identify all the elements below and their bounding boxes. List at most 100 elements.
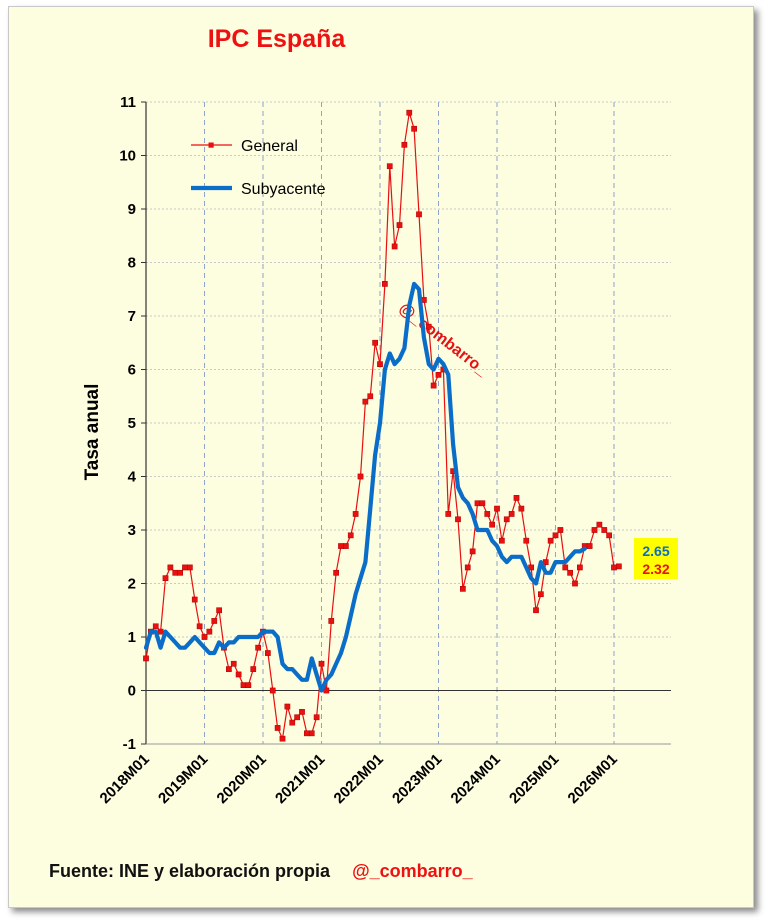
general-point: [411, 125, 417, 132]
general-point: [464, 564, 471, 571]
general-point: [538, 591, 544, 598]
general-point: [289, 719, 296, 726]
general-point: [499, 537, 505, 544]
general-point: [343, 543, 349, 549]
general-point: [235, 671, 242, 678]
general-point: [250, 666, 257, 672]
general-point: [279, 735, 286, 742]
general-point: [152, 623, 159, 630]
general-point: [211, 618, 218, 624]
general-point: [338, 543, 344, 549]
general-point: [318, 660, 325, 667]
general-point: [308, 730, 315, 737]
general-point: [255, 644, 261, 651]
general-point: [367, 393, 374, 400]
x-tick-label: 2021M01: [272, 751, 328, 807]
x-tick-label: 2020M01: [214, 751, 270, 807]
general-point: [616, 563, 622, 570]
series-subyacente-line: [143, 281, 587, 693]
general-point: [396, 222, 403, 228]
y-tick-label: -1: [123, 736, 136, 753]
general-point: [601, 527, 608, 533]
y-tick-label: 0: [128, 683, 136, 700]
general-point: [245, 682, 252, 688]
general-point: [435, 372, 442, 378]
general-point: [304, 730, 310, 737]
x-tick-label: 2018M01: [97, 751, 153, 807]
general-point: [469, 548, 476, 555]
general-point: [177, 569, 183, 576]
general-point: [596, 521, 603, 528]
general-point: [425, 323, 432, 330]
y-tick-label: 1: [128, 629, 136, 646]
legend-subyacente-label: Subyacente: [241, 181, 326, 198]
general-point: [143, 655, 149, 662]
general-point: [167, 564, 174, 571]
general-point: [201, 634, 208, 640]
general-point: [518, 505, 525, 512]
general-point: [494, 505, 500, 512]
general-point: [533, 607, 539, 614]
y-tick-label: 4: [128, 469, 137, 486]
general-point: [611, 564, 617, 571]
x-tick-label: 2023M01: [389, 751, 445, 807]
general-point: [162, 575, 169, 581]
general-point: [474, 500, 481, 507]
x-tick-labels: 2018M01 2019M01 2020M01 2021M01 2022M01 2023M…: [97, 751, 621, 807]
general-point: [401, 141, 408, 148]
general-point: [382, 281, 388, 287]
x-tick-label: 2022M01: [331, 751, 387, 807]
general-point: [455, 516, 461, 523]
general-point: [445, 511, 452, 517]
y-tick-label: 10: [119, 148, 136, 165]
chart-frame: IPC España -1 0 1 2 3 4 5 6 7 8 9 10 11 2018M01 2019M…: [8, 6, 754, 908]
general-point: [430, 382, 437, 389]
legend: General Subyacente: [191, 138, 326, 198]
general-point: [240, 682, 247, 688]
general-point: [269, 687, 276, 694]
general-point: [274, 725, 281, 731]
y-tick-label: 11: [120, 94, 136, 111]
y-tick-label: 5: [128, 415, 136, 432]
x-tick-label: 2024M01: [448, 751, 504, 807]
general-point: [299, 709, 305, 715]
x-tick-label: 2025M01: [506, 751, 562, 807]
general-point: [191, 596, 198, 603]
end-label-general: 2.32: [642, 561, 669, 577]
general-point: [230, 660, 237, 667]
general-point: [479, 500, 486, 507]
y-tick-label: 9: [128, 201, 136, 218]
general-point: [284, 703, 291, 710]
y-tick-label: 6: [128, 362, 136, 379]
general-point: [586, 543, 593, 549]
general-point: [386, 163, 393, 170]
series-lines: [143, 109, 622, 742]
general-point: [157, 628, 164, 635]
general-point: [347, 532, 354, 539]
general-point: [328, 618, 335, 624]
general-point: [406, 109, 413, 116]
general-point: [562, 564, 569, 571]
general-point: [172, 569, 179, 576]
general-point: [547, 537, 554, 544]
x-tick-label: 2026M01: [565, 751, 621, 807]
general-point: [484, 511, 491, 517]
general-point: [362, 398, 369, 405]
general-point: [377, 361, 383, 367]
y-tick-label: 2: [128, 576, 136, 593]
author-handle: @_combarro_: [352, 861, 473, 881]
legend-general-marker: [208, 142, 214, 148]
general-point: [513, 495, 520, 501]
general-point: [489, 521, 495, 528]
general-point: [333, 569, 339, 576]
footer: Fuente: INE y elaboración propia @_combar…: [49, 861, 473, 882]
end-value-labels: 2.65 2.32: [634, 538, 678, 579]
general-point: [577, 564, 583, 571]
end-label-box: [634, 538, 678, 579]
general-point: [572, 580, 578, 587]
general-point: [416, 211, 422, 218]
chart-title: IPC España: [207, 25, 346, 53]
general-point: [206, 628, 213, 635]
general-point: [265, 650, 271, 656]
y-tick-label: 7: [128, 308, 136, 325]
